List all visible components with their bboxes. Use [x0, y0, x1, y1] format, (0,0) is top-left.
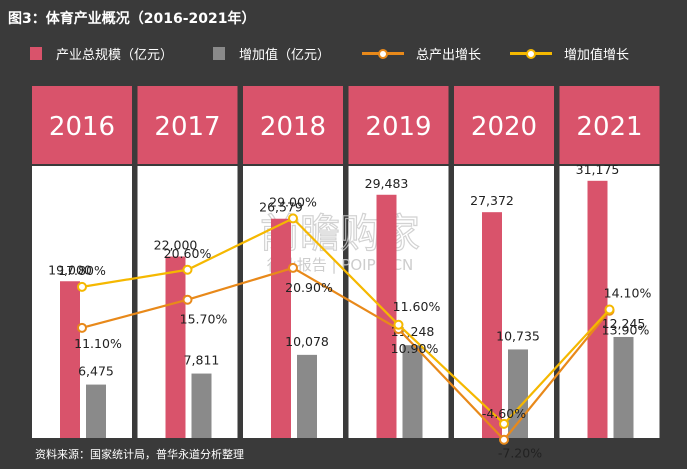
label-total-growth-2021: 13.90%: [602, 323, 650, 338]
label-total-growth-2018: 20.90%: [285, 280, 333, 295]
line-added-growth: [81, 217, 611, 426]
bar-added-2021: [613, 336, 634, 438]
label-added-growth-2016: 17.80%: [58, 263, 106, 278]
bar-total-label-2018: 26,579: [259, 200, 303, 215]
year-header-2019: [348, 86, 449, 164]
bar-added-2016: [86, 384, 106, 438]
label-added-growth-2020: -4.60%: [482, 406, 526, 421]
point-added-growth-2016: [77, 281, 87, 292]
point-added-growth-2020: [499, 418, 509, 429]
bar-added-label-2016: 6,475: [78, 364, 114, 379]
year-label-2020: 2020: [471, 112, 537, 142]
year-header-2021: [559, 86, 660, 164]
year-label-2019: 2019: [365, 112, 431, 142]
legend-label-added: 增加值（亿元）: [239, 48, 331, 63]
legend-label-total-growth: 总产出增长: [416, 48, 482, 63]
year-header-2016: [32, 86, 132, 164]
year-label-2018: 2018: [260, 112, 326, 142]
point-total-growth-2020: [499, 434, 509, 445]
bar-total-2018: [271, 218, 291, 438]
label-added-growth-2017: 20.60%: [164, 246, 212, 261]
legend-item-total: 产业总规模（亿元）: [30, 44, 173, 63]
bar-total-2020: [482, 212, 502, 438]
point-added-growth-2021: [604, 304, 615, 315]
label-total-growth-2017: 15.70%: [180, 312, 228, 327]
point-added-growth-2018: [288, 213, 298, 224]
year-panel-2021: [559, 166, 660, 438]
bar-total-label-2021: 31,175: [576, 162, 620, 177]
label-total-growth-2020: -7.20%: [498, 446, 542, 461]
year-panel-2018: [243, 166, 343, 438]
bar-total-label-2020: 27,372: [470, 193, 514, 208]
bar-added-2017: [191, 373, 212, 438]
legend-swatch-total: [30, 47, 42, 60]
year-panel-2019: [348, 166, 449, 438]
bar-total-2021: [587, 180, 608, 438]
legend-item-added-growth: 增加值增长: [510, 44, 629, 63]
line-total-growth: [81, 266, 611, 442]
bar-added-2020: [508, 349, 528, 438]
bar-added-2019: [402, 345, 423, 438]
legend-item-added: 增加值（亿元）: [213, 44, 330, 63]
label-added-growth-2021: 14.10%: [604, 286, 652, 301]
bar-total-2017: [165, 256, 186, 438]
point-added-growth-2017: [182, 264, 193, 275]
bar-total-2019: [376, 194, 397, 438]
bar-added-2018: [297, 354, 317, 438]
year-header-2017: [137, 86, 238, 164]
legend: 产业总规模（亿元） 增加值（亿元） 总产出增长 增加值增长: [30, 44, 680, 64]
label-added-growth-2018: 29.00%: [269, 194, 317, 209]
label-total-growth-2016: 11.10%: [74, 336, 122, 351]
legend-line-added-growth: [510, 47, 552, 60]
chart-title: 图3：体育产业概况（2016-2021年）: [8, 11, 256, 27]
bar-added-label-2021: 12,245: [602, 316, 646, 331]
year-header-2020: [454, 86, 554, 164]
label-added-growth-2019: 11.60%: [393, 299, 441, 314]
bar-added-label-2018: 10,078: [285, 334, 329, 349]
year-panel-2016: [32, 166, 132, 438]
bar-added-label-2017: 7,811: [184, 353, 220, 368]
point-total-growth-2016: [77, 322, 87, 333]
legend-label-added-growth: 增加值增长: [564, 48, 630, 63]
bar-added-label-2020: 10,735: [496, 328, 540, 343]
year-label-2021: 2021: [576, 112, 642, 142]
legend-swatch-added: [213, 47, 225, 60]
year-label-2016: 2016: [49, 112, 115, 142]
bar-total-label-2019: 29,483: [365, 176, 409, 191]
point-total-growth-2017: [182, 294, 193, 305]
bar-total-2016: [60, 281, 80, 438]
legend-label-total: 产业总规模（亿元）: [56, 48, 174, 63]
year-header-2018: [243, 86, 343, 164]
point-added-growth-2019: [393, 319, 404, 330]
point-total-growth-2018: [288, 262, 298, 273]
source-note: 资料来源：国家统计局，普华永道分析整理: [35, 448, 244, 461]
label-total-growth-2019: 10.90%: [391, 341, 439, 356]
year-label-2017: 2017: [154, 112, 220, 142]
legend-line-total-growth: [362, 47, 404, 60]
bar-total-label-2017: 22,000: [154, 238, 198, 253]
legend-item-total-growth: 总产出增长: [362, 44, 481, 63]
bar-total-label-2016: 19,000: [48, 262, 92, 277]
